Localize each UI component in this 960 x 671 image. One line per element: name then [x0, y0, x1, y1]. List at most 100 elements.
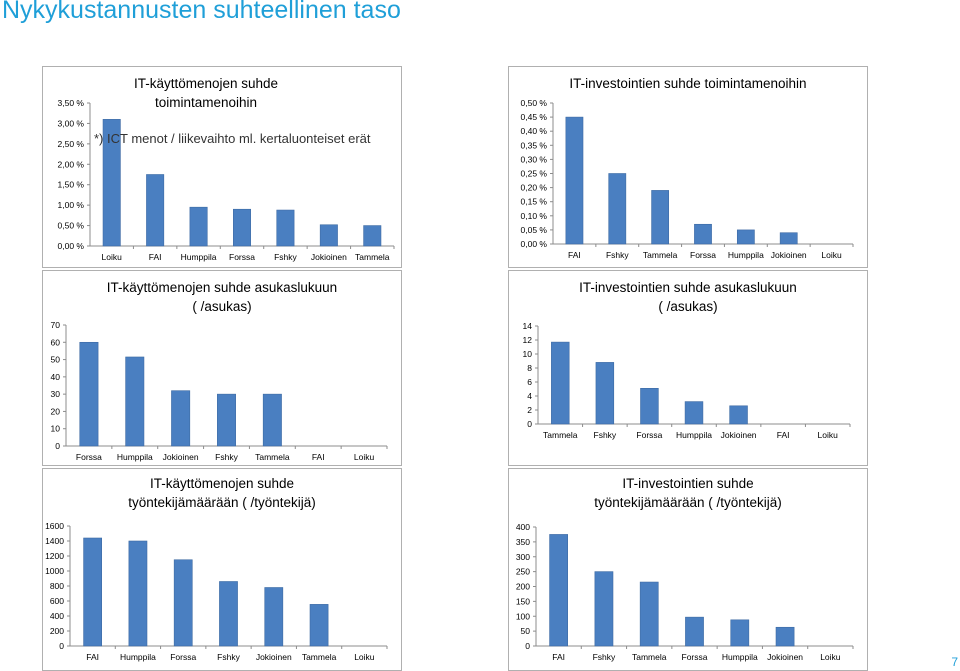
bar-humppila — [730, 619, 750, 647]
y-tick-label: 350 — [516, 537, 530, 547]
y-tick-label: 100 — [516, 611, 530, 621]
bar-tammela — [551, 341, 570, 425]
bar-fshky — [217, 393, 236, 447]
y-tick-label: 0 — [55, 441, 60, 451]
y-tick-label: 1400 — [45, 536, 64, 546]
category-label: Loiku — [820, 652, 841, 662]
y-tick-label: 1600 — [45, 521, 64, 531]
bar-humppila — [736, 229, 755, 245]
category-label: FAI — [149, 252, 162, 262]
y-tick-label: 250 — [516, 567, 530, 577]
category-label: Forssa — [636, 430, 662, 440]
category-label: Fshky — [606, 250, 629, 260]
bar-forssa — [694, 223, 712, 245]
category-label: Loiku — [821, 250, 842, 260]
y-tick-label: 3,00 % — [58, 118, 85, 128]
category-label: Tammela — [543, 430, 578, 440]
bar-tammela — [309, 604, 329, 647]
category-label: FAI — [312, 452, 325, 462]
y-tick-label: 60 — [51, 337, 61, 347]
bar-fai — [565, 116, 584, 245]
chart-title-line: työntekijämäärään ( /työntekijä) — [594, 495, 782, 510]
category-label: Fshky — [217, 652, 240, 662]
bar-fshky — [595, 362, 615, 425]
bar-tammela — [363, 225, 382, 247]
bar-forssa — [173, 559, 193, 647]
category-label: Fshky — [593, 652, 616, 662]
category-label: Tammela — [643, 250, 678, 260]
bar-fai — [146, 174, 165, 247]
y-tick-label: 0 — [525, 641, 530, 651]
category-label: Loiku — [818, 430, 839, 440]
category-label: Loiku — [102, 252, 123, 262]
y-tick-label: 50 — [51, 355, 61, 365]
y-tick-label: 150 — [516, 596, 530, 606]
bar-forssa — [640, 388, 659, 425]
chart-title-line: ( /asukas) — [658, 299, 717, 314]
category-label: Humppila — [117, 452, 153, 462]
y-tick-label: 30 — [51, 389, 61, 399]
y-tick-label: 0,25 % — [521, 169, 548, 179]
category-label: Loiku — [354, 452, 375, 462]
y-tick-label: 0,45 % — [521, 112, 548, 122]
chart-frame — [42, 66, 402, 268]
category-label: FAI — [86, 652, 99, 662]
category-label: Humppila — [676, 430, 712, 440]
y-tick-label: 2,00 % — [58, 159, 85, 169]
y-tick-label: 0 — [59, 641, 64, 651]
category-label: FAI — [568, 250, 581, 260]
category-label: Fshky — [215, 452, 238, 462]
category-label: Jokioinen — [767, 652, 803, 662]
y-tick-label: 8 — [527, 363, 532, 373]
category-label: Loiku — [354, 652, 375, 662]
y-tick-label: 400 — [516, 522, 530, 532]
y-tick-label: 0,20 % — [521, 183, 548, 193]
y-tick-label: 40 — [51, 372, 61, 382]
category-label: Jokioinen — [311, 252, 347, 262]
y-tick-label: 0,30 % — [521, 154, 548, 164]
chart-title-line: toimintamenoihin — [155, 95, 257, 110]
bar-tammela — [262, 393, 282, 447]
y-tick-label: 0,35 % — [521, 140, 548, 150]
bar-forssa — [79, 341, 99, 447]
chart-svg-5: IT-investointien suhde työntekijämäärään … — [508, 468, 868, 671]
chart-svg-1: IT-investointien suhde toimintamenoihin 0… — [508, 66, 868, 268]
y-tick-label: 50 — [521, 626, 531, 636]
y-tick-label: 800 — [50, 581, 64, 591]
y-tick-label: 70 — [51, 320, 61, 330]
category-label: Tammela — [355, 252, 390, 262]
bar-fai — [549, 534, 568, 647]
y-tick-label: 10 — [523, 349, 533, 359]
chart-title-line: IT-investointien suhde asukaslukuun — [579, 280, 797, 295]
y-tick-label: 0,05 % — [521, 225, 548, 235]
y-tick-label: 0,50 % — [58, 221, 85, 231]
category-label: Forssa — [170, 652, 196, 662]
y-tick-label: 0,00 % — [521, 239, 548, 249]
y-tick-label: 6 — [527, 377, 532, 387]
y-tick-label: 1,50 % — [58, 180, 85, 190]
chart-it-investment-per-employee: IT-investointien suhde työntekijämäärään … — [508, 468, 868, 671]
bar-humppila — [189, 206, 208, 247]
y-tick-label: 0,10 % — [521, 211, 548, 221]
category-label: Tammela — [302, 652, 337, 662]
bar-fshky — [276, 209, 295, 247]
chart-it-operating-cost-ratio: IT-käyttömenojen suhde toimintamenoihin 0,… — [42, 66, 402, 268]
bar-forssa — [233, 208, 251, 247]
y-tick-label: 600 — [50, 596, 64, 606]
y-tick-label: 10 — [51, 424, 61, 434]
chart-frame — [508, 66, 868, 268]
category-label: Humppila — [181, 252, 217, 262]
bar-humppila — [125, 356, 145, 447]
bar-jokioinen — [729, 405, 748, 425]
chart-svg-3: IT-investointien suhde asukaslukuun ( /as… — [508, 270, 868, 466]
chart-svg-4: IT-käyttömenojen suhde työntekijämäärään … — [42, 468, 402, 671]
category-label: Forssa — [229, 252, 255, 262]
y-tick-label: 2 — [527, 405, 532, 415]
y-tick-label: 400 — [50, 611, 64, 621]
y-tick-label: 0,50 % — [521, 98, 548, 108]
bar-tammela — [639, 581, 659, 647]
y-tick-label: 1,00 % — [58, 200, 85, 210]
y-tick-label: 14 — [523, 321, 533, 331]
bar-jokioinen — [264, 587, 284, 647]
bar-humppila — [128, 540, 148, 647]
